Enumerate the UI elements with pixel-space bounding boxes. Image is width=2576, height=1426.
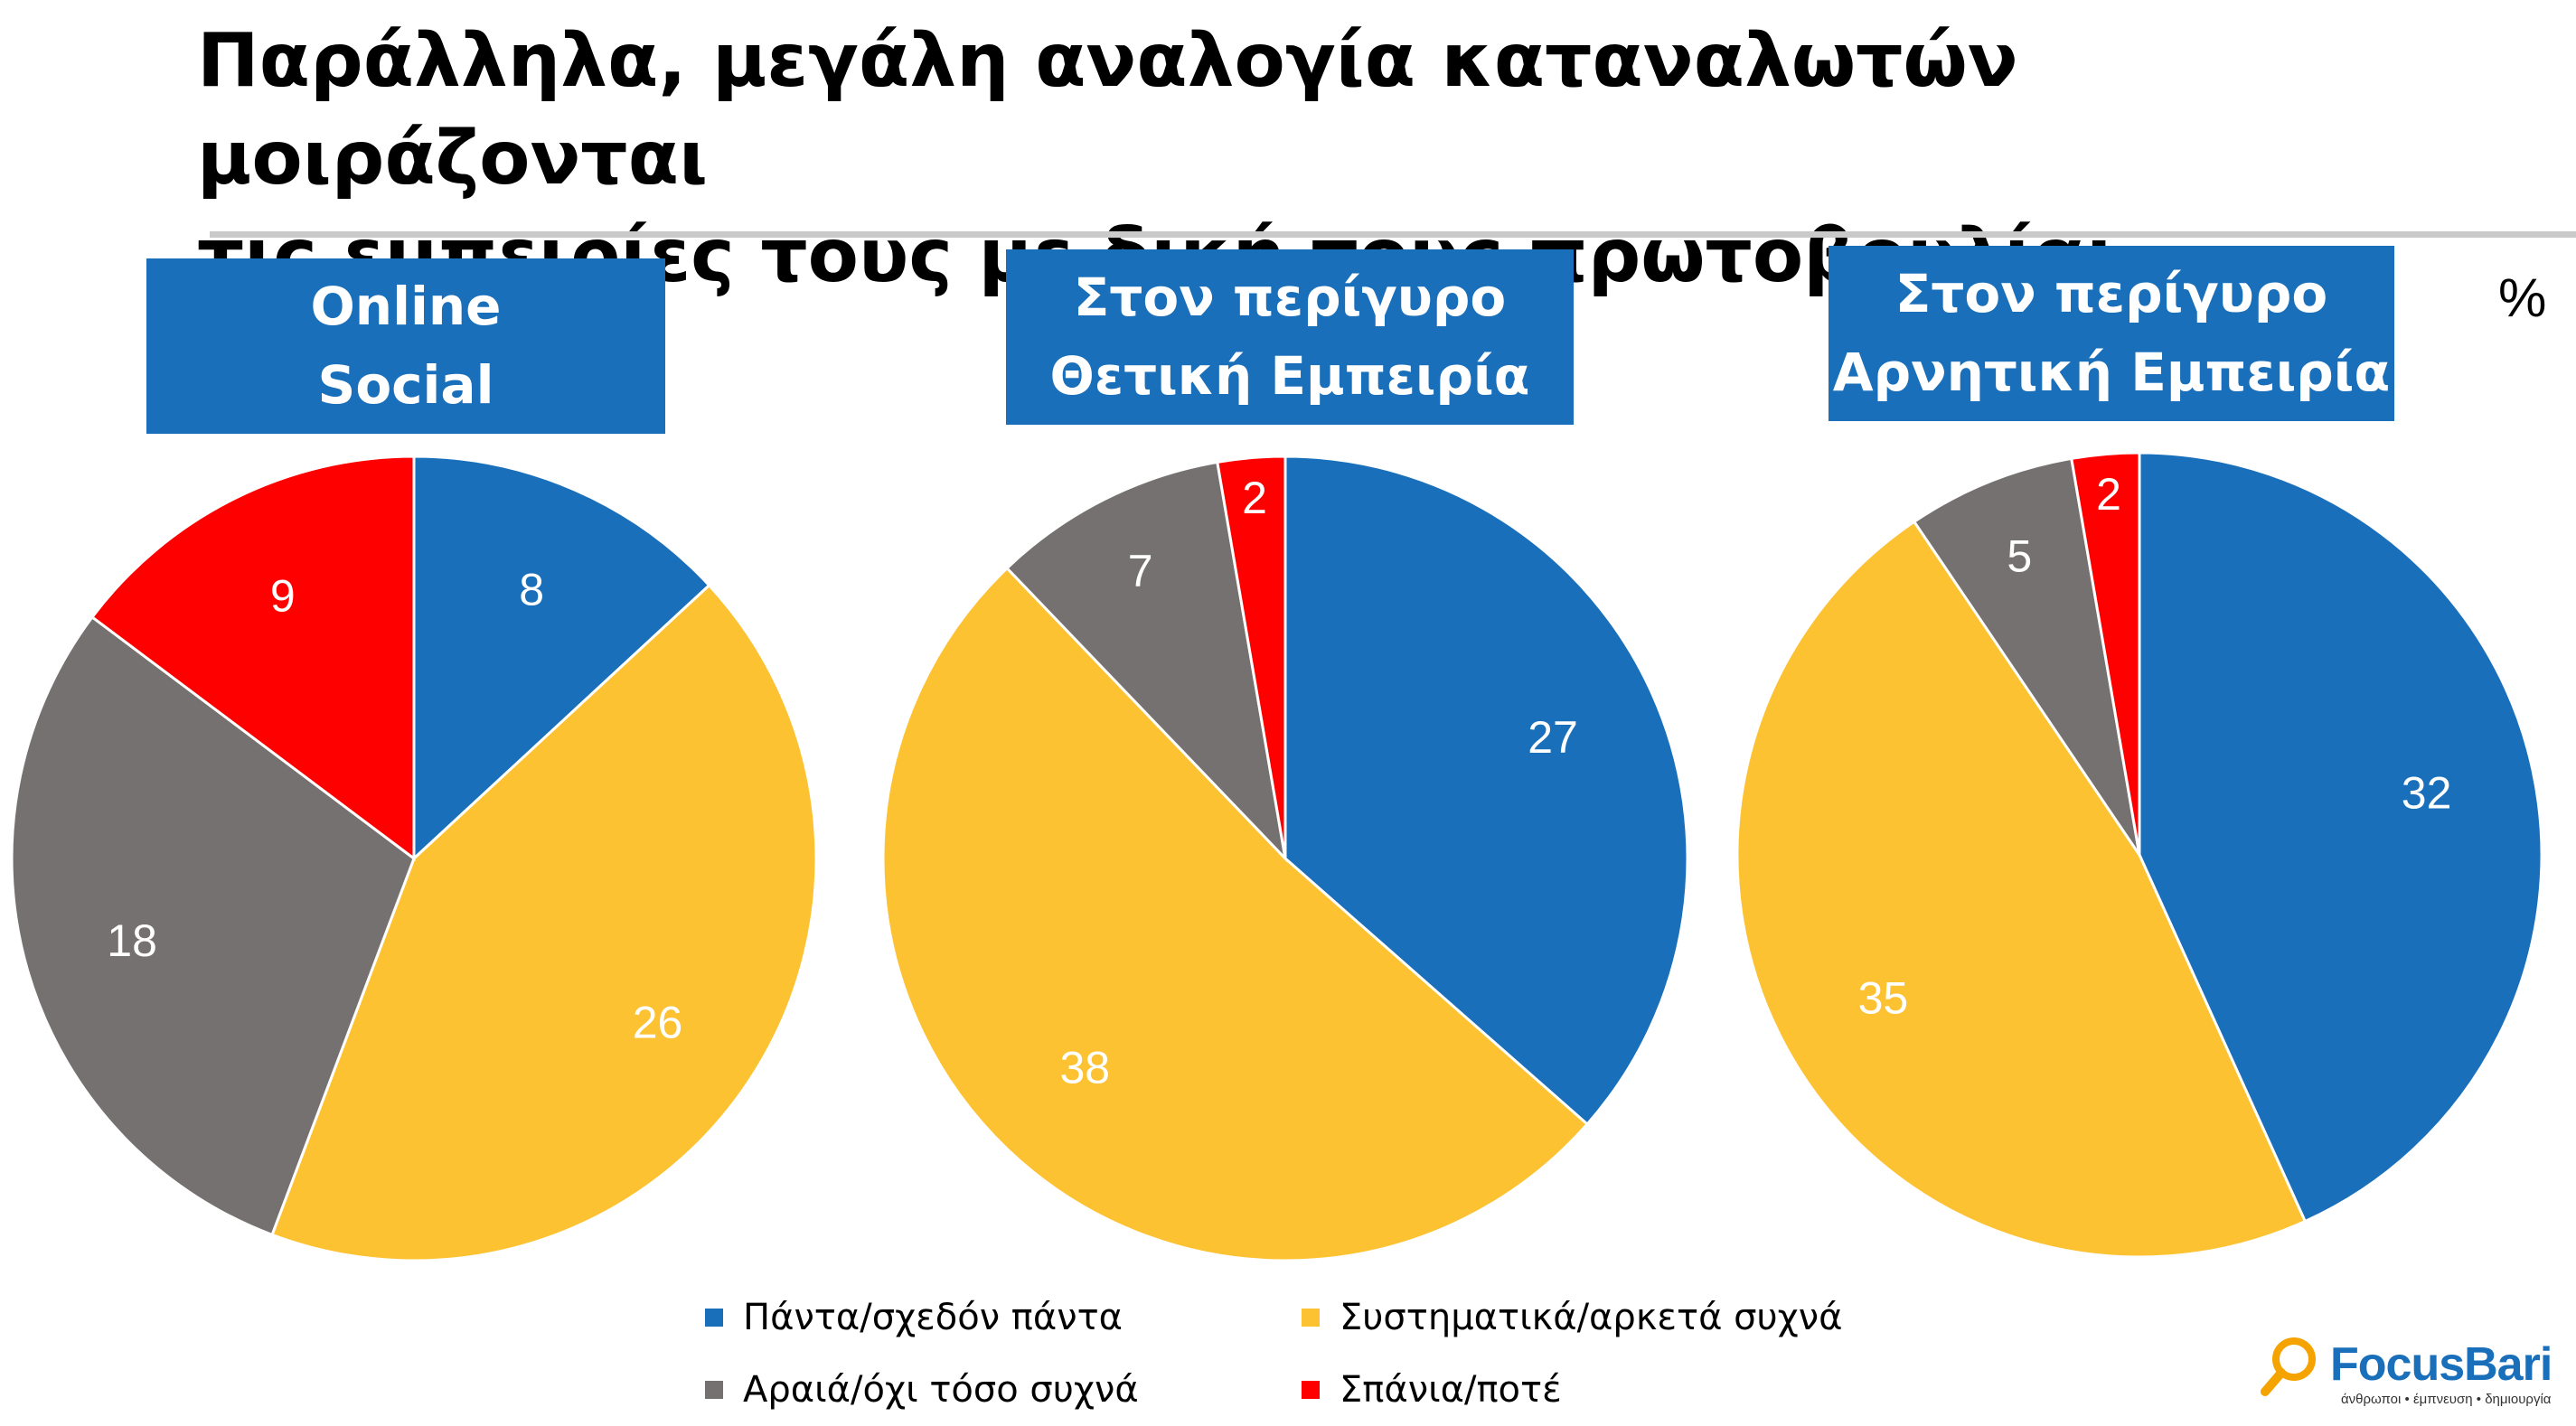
legend-swatch-red xyxy=(1302,1381,1320,1399)
legend-item: Σπάνια/ποτέ xyxy=(1302,1363,1562,1417)
pie-1-slice-2 xyxy=(270,583,818,1262)
legend-item: Αραιά/όχι τόσο συχνά xyxy=(705,1363,1139,1417)
pie-1-data-label-1: 8 xyxy=(519,564,544,614)
pie-3-data-label-4: 2 xyxy=(2096,469,2121,520)
chart-heading-negative-experience: Στον περίγυρο Αρνητική Εμπειρία xyxy=(1829,246,2394,421)
chart-heading-online-social: Online Social xyxy=(146,258,665,434)
logo-name: FocusBari xyxy=(2330,1338,2552,1391)
legend-item: Πάντα/σχεδόν πάντα xyxy=(705,1290,1123,1345)
pie-1-data-label-4: 9 xyxy=(270,570,296,621)
slide-title: Παράλληλα, μεγάλη αναλογία καταναλωτών μ… xyxy=(197,13,2547,305)
pie-3-data-label-2: 35 xyxy=(1858,972,1909,1023)
legend-swatch-blue xyxy=(705,1309,723,1327)
pie-2-slice-2 xyxy=(881,566,1590,1262)
legend-swatch-gray xyxy=(705,1381,723,1399)
pie-2-data-label-2: 38 xyxy=(1059,1042,1110,1093)
chart-heading-line: Social xyxy=(317,354,494,416)
pie-2-slice-4 xyxy=(1216,455,1287,859)
pie-3-data-label-3: 5 xyxy=(2007,531,2032,582)
pie-2-slice-1 xyxy=(1283,455,1689,1127)
pie-1-data-label-3: 18 xyxy=(107,915,157,966)
chart-heading-line: Θετική Εμπειρία xyxy=(1049,345,1530,407)
focusbari-logo: FocusBari άνθρωποι • έμπνευση • δημιουργ… xyxy=(2260,1328,2558,1410)
legend-label: Συστηματικά/αρκετά συχνά xyxy=(1340,1297,1843,1338)
pie-2-slice-3 xyxy=(1004,460,1288,863)
pie-1-data-label-2: 26 xyxy=(633,997,683,1047)
pie-2-data-label-4: 2 xyxy=(1242,473,1267,523)
pie-2-data-label-3: 7 xyxy=(1128,546,1153,596)
chart-heading-line: Στον περίγυρο xyxy=(1073,267,1507,328)
unit-label: % xyxy=(2498,267,2547,328)
chart-heading-line: Online xyxy=(310,276,502,337)
chart-heading-positive-experience: Στον περίγυρο Θετική Εμπειρία xyxy=(1006,249,1574,425)
pie-1-slice-3 xyxy=(10,614,416,1237)
legend-swatch-yellow xyxy=(1302,1309,1320,1327)
chart-heading-line: Στον περίγυρο xyxy=(1894,263,2328,324)
chart-heading-line: Αρνητική Εμπειρία xyxy=(1832,342,2391,403)
legend-label: Σπάνια/ποτέ xyxy=(1340,1369,1562,1411)
pie-3-slice-4 xyxy=(2070,451,2141,856)
pie-3-data-label-1: 32 xyxy=(2402,768,2452,819)
pie-1-slice-1 xyxy=(412,455,711,862)
pie-2-data-label-1: 27 xyxy=(1528,712,1578,763)
magnifier-icon xyxy=(2261,1337,2316,1396)
logo-tagline: άνθρωποι • έμπνευση • δημιουργία xyxy=(2341,1392,2552,1407)
pie-1-slice-4 xyxy=(89,455,416,862)
slide-title-line-1: Παράλληλα, μεγάλη αναλογία καταναλωτών μ… xyxy=(197,18,2018,202)
title-divider xyxy=(210,231,2576,238)
legend-label: Αραιά/όχι τόσο συχνά xyxy=(743,1369,1139,1411)
pie-3-slice-3 xyxy=(1912,456,2141,856)
legend-item: Συστηματικά/αρκετά συχνά xyxy=(1302,1290,1842,1345)
pie-3-slice-1 xyxy=(2138,451,2543,1224)
pie-3-slice-2 xyxy=(1735,520,2308,1259)
legend-label: Πάντα/σχεδόν πάντα xyxy=(743,1297,1123,1338)
